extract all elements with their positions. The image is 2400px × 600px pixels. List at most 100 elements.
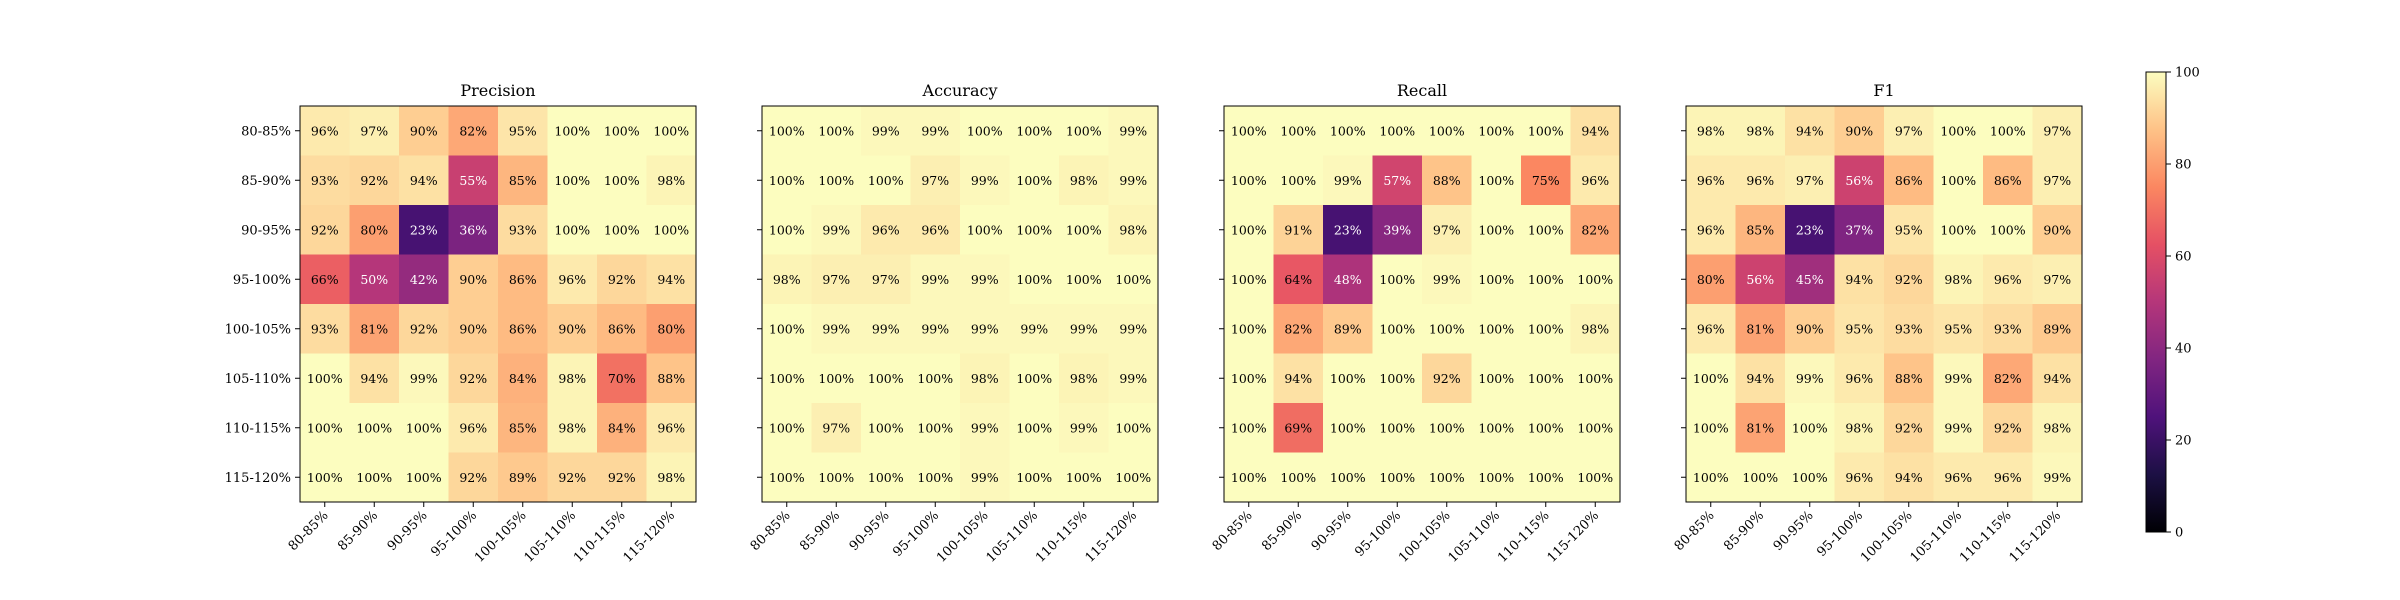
- x-tick-label: 105-110%: [984, 508, 1042, 566]
- cell-value-label: 97%: [822, 272, 850, 287]
- heatmap-cell: [498, 254, 548, 305]
- panel-title: Recall: [1397, 81, 1447, 100]
- heatmap-cell: [1471, 452, 1522, 503]
- heatmap-cell: [861, 353, 911, 404]
- cell-value-label: 94%: [2043, 371, 2071, 386]
- heatmap-cell: [1009, 403, 1060, 453]
- cell-value-label: 100%: [1478, 123, 1514, 138]
- cell-value-label: 81%: [1746, 321, 1774, 336]
- heatmap-cell: [1323, 304, 1373, 354]
- cell-value-label: 93%: [1895, 321, 1923, 336]
- heatmap-cell: [1323, 353, 1373, 404]
- heatmap-cell: [448, 106, 499, 156]
- heatmap-cell: [1273, 452, 1324, 503]
- cell-value-label: 99%: [872, 321, 900, 336]
- heatmap-cell: [1570, 403, 1621, 453]
- cell-value-label: 98%: [1070, 173, 1098, 188]
- heatmap-cell: [1884, 353, 1934, 404]
- cell-value-label: 90%: [410, 123, 438, 138]
- heatmap-cell: [349, 155, 400, 206]
- cell-value-label: 100%: [604, 222, 640, 237]
- heatmap-cell: [1009, 304, 1060, 354]
- heatmap-cell: [399, 106, 449, 156]
- cell-value-label: 85%: [1746, 222, 1774, 237]
- x-tick-label: 85-90%: [1259, 508, 1305, 554]
- cell-value-label: 94%: [1581, 123, 1609, 138]
- cell-value-label: 100%: [307, 371, 343, 386]
- y-tick-label: 85-90%: [241, 174, 291, 189]
- heatmap-cell: [1372, 353, 1423, 404]
- x-tick-label: 95-100%: [1814, 508, 1866, 560]
- heatmap-cell: [910, 403, 961, 453]
- heatmap-cell: [399, 254, 449, 305]
- y-tick-label: 80-85%: [241, 124, 291, 139]
- heatmap-cell: [547, 106, 598, 156]
- cell-value-label: 96%: [1746, 173, 1774, 188]
- cell-value-label: 99%: [921, 272, 949, 287]
- cell-value-label: 100%: [1016, 123, 1052, 138]
- heatmap-cell: [1834, 403, 1885, 453]
- cell-value-label: 81%: [360, 321, 388, 336]
- cell-value-label: 99%: [410, 371, 438, 386]
- heatmap-cell: [1735, 254, 1786, 305]
- heatmap-cell: [1834, 155, 1885, 206]
- heatmap-cell: [448, 452, 499, 503]
- cell-value-label: 100%: [868, 371, 904, 386]
- heatmap-cell: [1983, 254, 2033, 305]
- cell-value-label: 88%: [1433, 173, 1461, 188]
- cell-value-label: 100%: [1940, 222, 1976, 237]
- heatmap-cell: [547, 452, 598, 503]
- heatmap-cell: [960, 403, 1010, 453]
- cell-value-label: 100%: [1528, 371, 1564, 386]
- heatmap-cell: [1372, 403, 1423, 453]
- x-tick-label: 80-85%: [748, 508, 794, 554]
- heatmap-cell: [1933, 205, 1984, 255]
- cell-value-label: 97%: [872, 272, 900, 287]
- heatmap-cell: [1273, 403, 1324, 453]
- heatmap-cell: [811, 353, 862, 404]
- cell-value-label: 93%: [311, 321, 339, 336]
- x-tick-label: 85-90%: [335, 508, 381, 554]
- heatmap-cell: [1570, 155, 1621, 206]
- heatmap-cell: [1422, 452, 1472, 503]
- x-tick-label: 90-95%: [1771, 508, 1817, 554]
- heatmap-cell: [910, 304, 961, 354]
- cell-value-label: 100%: [1379, 123, 1415, 138]
- heatmap-cell: [1735, 452, 1786, 503]
- cell-value-label: 100%: [917, 470, 953, 485]
- x-tick-label: 115-120%: [621, 508, 679, 566]
- y-tick-label: 90-95%: [241, 223, 291, 238]
- cell-value-label: 100%: [769, 420, 805, 435]
- cell-value-label: 100%: [1016, 371, 1052, 386]
- heatmap-cell: [646, 452, 697, 503]
- cell-value-label: 86%: [608, 321, 636, 336]
- heatmap-cell: [2032, 205, 2083, 255]
- heatmap-cell: [399, 155, 449, 206]
- heatmap-cell: [1785, 304, 1835, 354]
- heatmap-cell: [762, 254, 812, 305]
- heatmap-cell: [646, 254, 697, 305]
- heatmap-cell: [1735, 353, 1786, 404]
- x-tick-label: 110-115%: [1495, 508, 1553, 566]
- heatmap-cell: [1323, 254, 1373, 305]
- heatmap-cell: [646, 205, 697, 255]
- x-tick-label: 80-85%: [1672, 508, 1718, 554]
- cell-value-label: 100%: [554, 123, 590, 138]
- cell-value-label: 99%: [971, 272, 999, 287]
- heatmap-cell: [1521, 304, 1571, 354]
- cell-value-label: 99%: [1944, 371, 1972, 386]
- heatmap-cell: [448, 304, 499, 354]
- cell-value-label: 96%: [1581, 173, 1609, 188]
- cell-value-label: 100%: [769, 173, 805, 188]
- heatmap-cell: [1521, 106, 1571, 156]
- heatmap-cell: [1224, 254, 1274, 305]
- heatmap-cell: [1372, 106, 1423, 156]
- cell-value-label: 100%: [1066, 123, 1102, 138]
- heatmap-cell: [1884, 304, 1934, 354]
- cell-value-label: 99%: [1119, 123, 1147, 138]
- heatmap-cell: [399, 205, 449, 255]
- heatmap-cell: [349, 304, 400, 354]
- cell-value-label: 90%: [1796, 321, 1824, 336]
- cell-value-label: 100%: [554, 222, 590, 237]
- heatmap-cell: [960, 205, 1010, 255]
